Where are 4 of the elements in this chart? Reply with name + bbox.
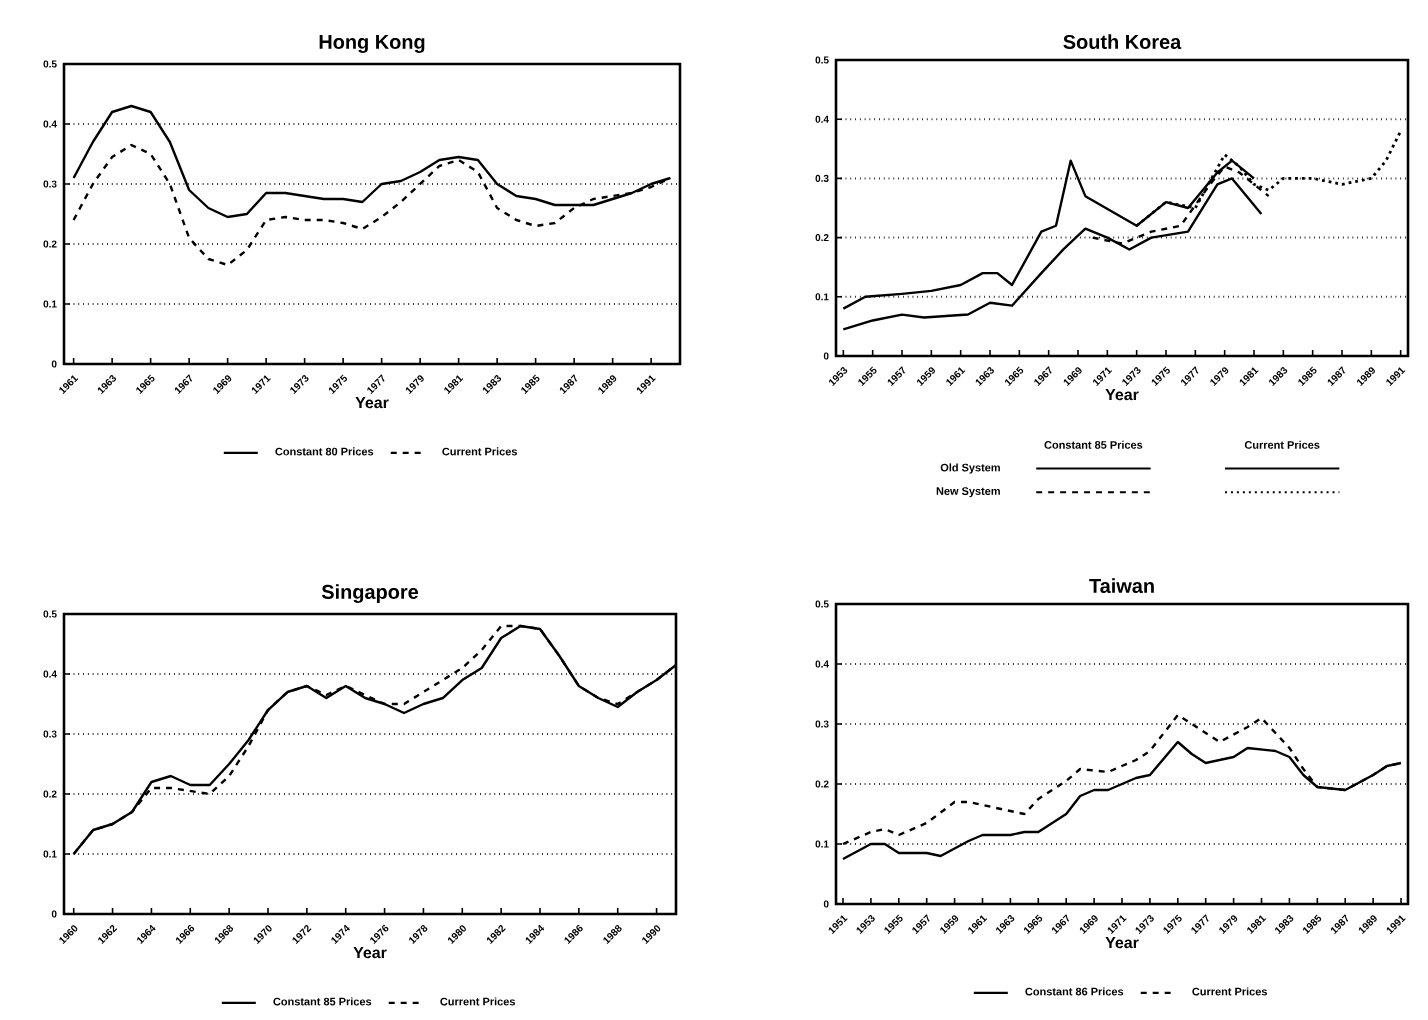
chart-title: Singapore [321,584,419,603]
chart-title: Hong Kong [319,35,425,53]
chart-title: Taiwan [1089,578,1154,593]
chart-title: South Korea [1063,34,1182,49]
